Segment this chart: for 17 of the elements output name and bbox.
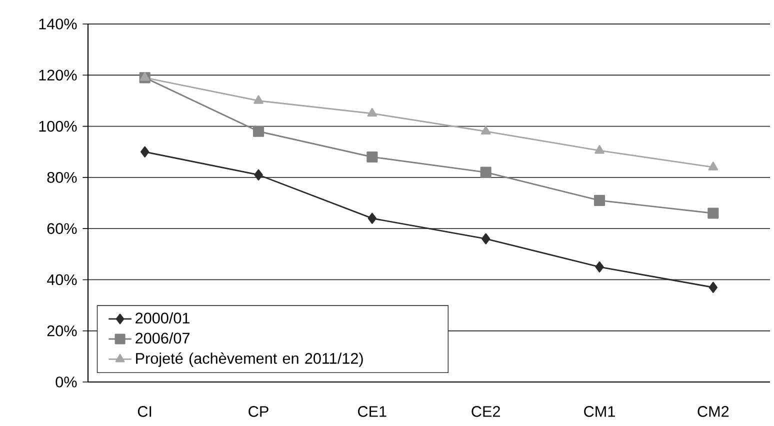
x-tick-label: CP — [248, 406, 268, 417]
y-tick-label: 60% — [47, 223, 77, 234]
legend-label: Projeté (achèvement en 2011/12) — [136, 352, 363, 367]
y-tick-label: 0% — [56, 376, 77, 388]
y-tick-label: 100% — [39, 120, 77, 132]
x-tick-label: CI — [138, 406, 152, 417]
y-tick-label: 40% — [46, 274, 77, 286]
x-tick-label: CM2 — [698, 406, 729, 417]
x-tick-label: CM1 — [584, 406, 615, 417]
x-tick-label: CE2 — [472, 406, 500, 417]
y-tick-label: 140% — [39, 18, 77, 30]
x-tick-label: CE1 — [358, 406, 386, 417]
y-tick-label: 80% — [47, 172, 77, 183]
legend-label: 2006/07 — [136, 332, 190, 344]
legend-label: 2000/01 — [136, 312, 190, 324]
y-tick-label: 120% — [39, 70, 77, 81]
y-tick-label: 20% — [47, 325, 77, 336]
